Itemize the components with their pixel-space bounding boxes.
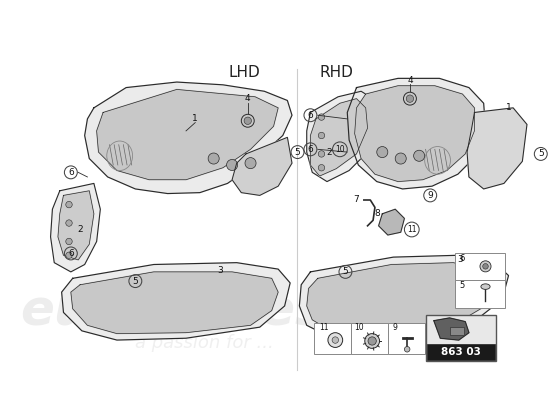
Text: 6: 6 bbox=[307, 145, 314, 154]
Text: 3: 3 bbox=[217, 266, 223, 276]
Circle shape bbox=[365, 334, 380, 348]
FancyBboxPatch shape bbox=[426, 315, 496, 361]
Text: 6: 6 bbox=[460, 254, 465, 263]
Circle shape bbox=[318, 114, 324, 120]
Circle shape bbox=[241, 114, 254, 127]
Text: 10: 10 bbox=[355, 323, 364, 332]
Text: 6: 6 bbox=[307, 111, 314, 120]
Text: 5: 5 bbox=[343, 267, 348, 276]
Circle shape bbox=[318, 132, 324, 139]
Circle shape bbox=[244, 117, 251, 124]
Text: 1985: 1985 bbox=[426, 114, 508, 157]
Text: 5: 5 bbox=[538, 150, 543, 158]
Text: 4: 4 bbox=[245, 94, 251, 103]
Text: RHD: RHD bbox=[320, 65, 353, 80]
FancyBboxPatch shape bbox=[427, 344, 494, 360]
Text: 2: 2 bbox=[326, 148, 332, 156]
Polygon shape bbox=[232, 137, 292, 195]
Polygon shape bbox=[85, 82, 292, 194]
Text: 2: 2 bbox=[77, 225, 83, 234]
Circle shape bbox=[377, 146, 388, 158]
Text: 10: 10 bbox=[335, 145, 345, 154]
Circle shape bbox=[66, 252, 72, 258]
Text: 11: 11 bbox=[407, 225, 416, 234]
Polygon shape bbox=[58, 191, 94, 260]
Text: 9: 9 bbox=[427, 191, 433, 200]
Circle shape bbox=[245, 158, 256, 169]
Polygon shape bbox=[378, 209, 404, 235]
FancyBboxPatch shape bbox=[351, 322, 388, 354]
Circle shape bbox=[404, 92, 416, 105]
Circle shape bbox=[208, 153, 219, 164]
Circle shape bbox=[318, 151, 324, 157]
Polygon shape bbox=[51, 184, 100, 272]
Text: 11: 11 bbox=[318, 323, 328, 332]
Circle shape bbox=[66, 201, 72, 208]
Circle shape bbox=[480, 261, 491, 272]
Text: 4: 4 bbox=[407, 76, 412, 85]
Text: LHD: LHD bbox=[228, 65, 260, 80]
Text: 8: 8 bbox=[374, 209, 379, 218]
FancyBboxPatch shape bbox=[455, 252, 505, 280]
Text: 3: 3 bbox=[457, 255, 463, 264]
Text: eurostores: eurostores bbox=[20, 286, 324, 334]
Polygon shape bbox=[347, 78, 486, 189]
Polygon shape bbox=[307, 263, 497, 331]
Polygon shape bbox=[307, 91, 377, 182]
Text: 1: 1 bbox=[192, 114, 198, 124]
Text: 9: 9 bbox=[393, 323, 397, 332]
FancyBboxPatch shape bbox=[388, 322, 425, 354]
Polygon shape bbox=[71, 272, 278, 334]
Circle shape bbox=[332, 337, 339, 343]
Circle shape bbox=[404, 346, 410, 352]
Polygon shape bbox=[62, 263, 290, 340]
Text: 6: 6 bbox=[68, 168, 74, 177]
Text: 1: 1 bbox=[505, 103, 512, 112]
Circle shape bbox=[66, 220, 72, 226]
FancyBboxPatch shape bbox=[314, 322, 351, 354]
Text: 7: 7 bbox=[354, 196, 359, 204]
Text: a passion for ...: a passion for ... bbox=[135, 334, 274, 352]
Circle shape bbox=[318, 164, 324, 171]
Ellipse shape bbox=[481, 284, 490, 289]
Polygon shape bbox=[467, 108, 527, 189]
Text: 863 03: 863 03 bbox=[441, 347, 481, 357]
Polygon shape bbox=[97, 90, 278, 180]
Polygon shape bbox=[355, 86, 475, 182]
Text: 6: 6 bbox=[68, 249, 74, 258]
Polygon shape bbox=[299, 255, 509, 336]
Text: 5: 5 bbox=[295, 148, 300, 156]
Circle shape bbox=[414, 150, 425, 161]
Text: 5: 5 bbox=[460, 282, 465, 290]
Circle shape bbox=[328, 333, 343, 348]
Polygon shape bbox=[310, 99, 367, 176]
FancyBboxPatch shape bbox=[455, 280, 505, 308]
FancyBboxPatch shape bbox=[450, 327, 464, 334]
Circle shape bbox=[66, 238, 72, 245]
Circle shape bbox=[395, 153, 406, 164]
Text: 5: 5 bbox=[133, 276, 138, 286]
Circle shape bbox=[227, 160, 238, 170]
Polygon shape bbox=[434, 318, 469, 340]
Circle shape bbox=[368, 337, 376, 345]
Circle shape bbox=[406, 95, 414, 102]
Circle shape bbox=[483, 264, 488, 269]
